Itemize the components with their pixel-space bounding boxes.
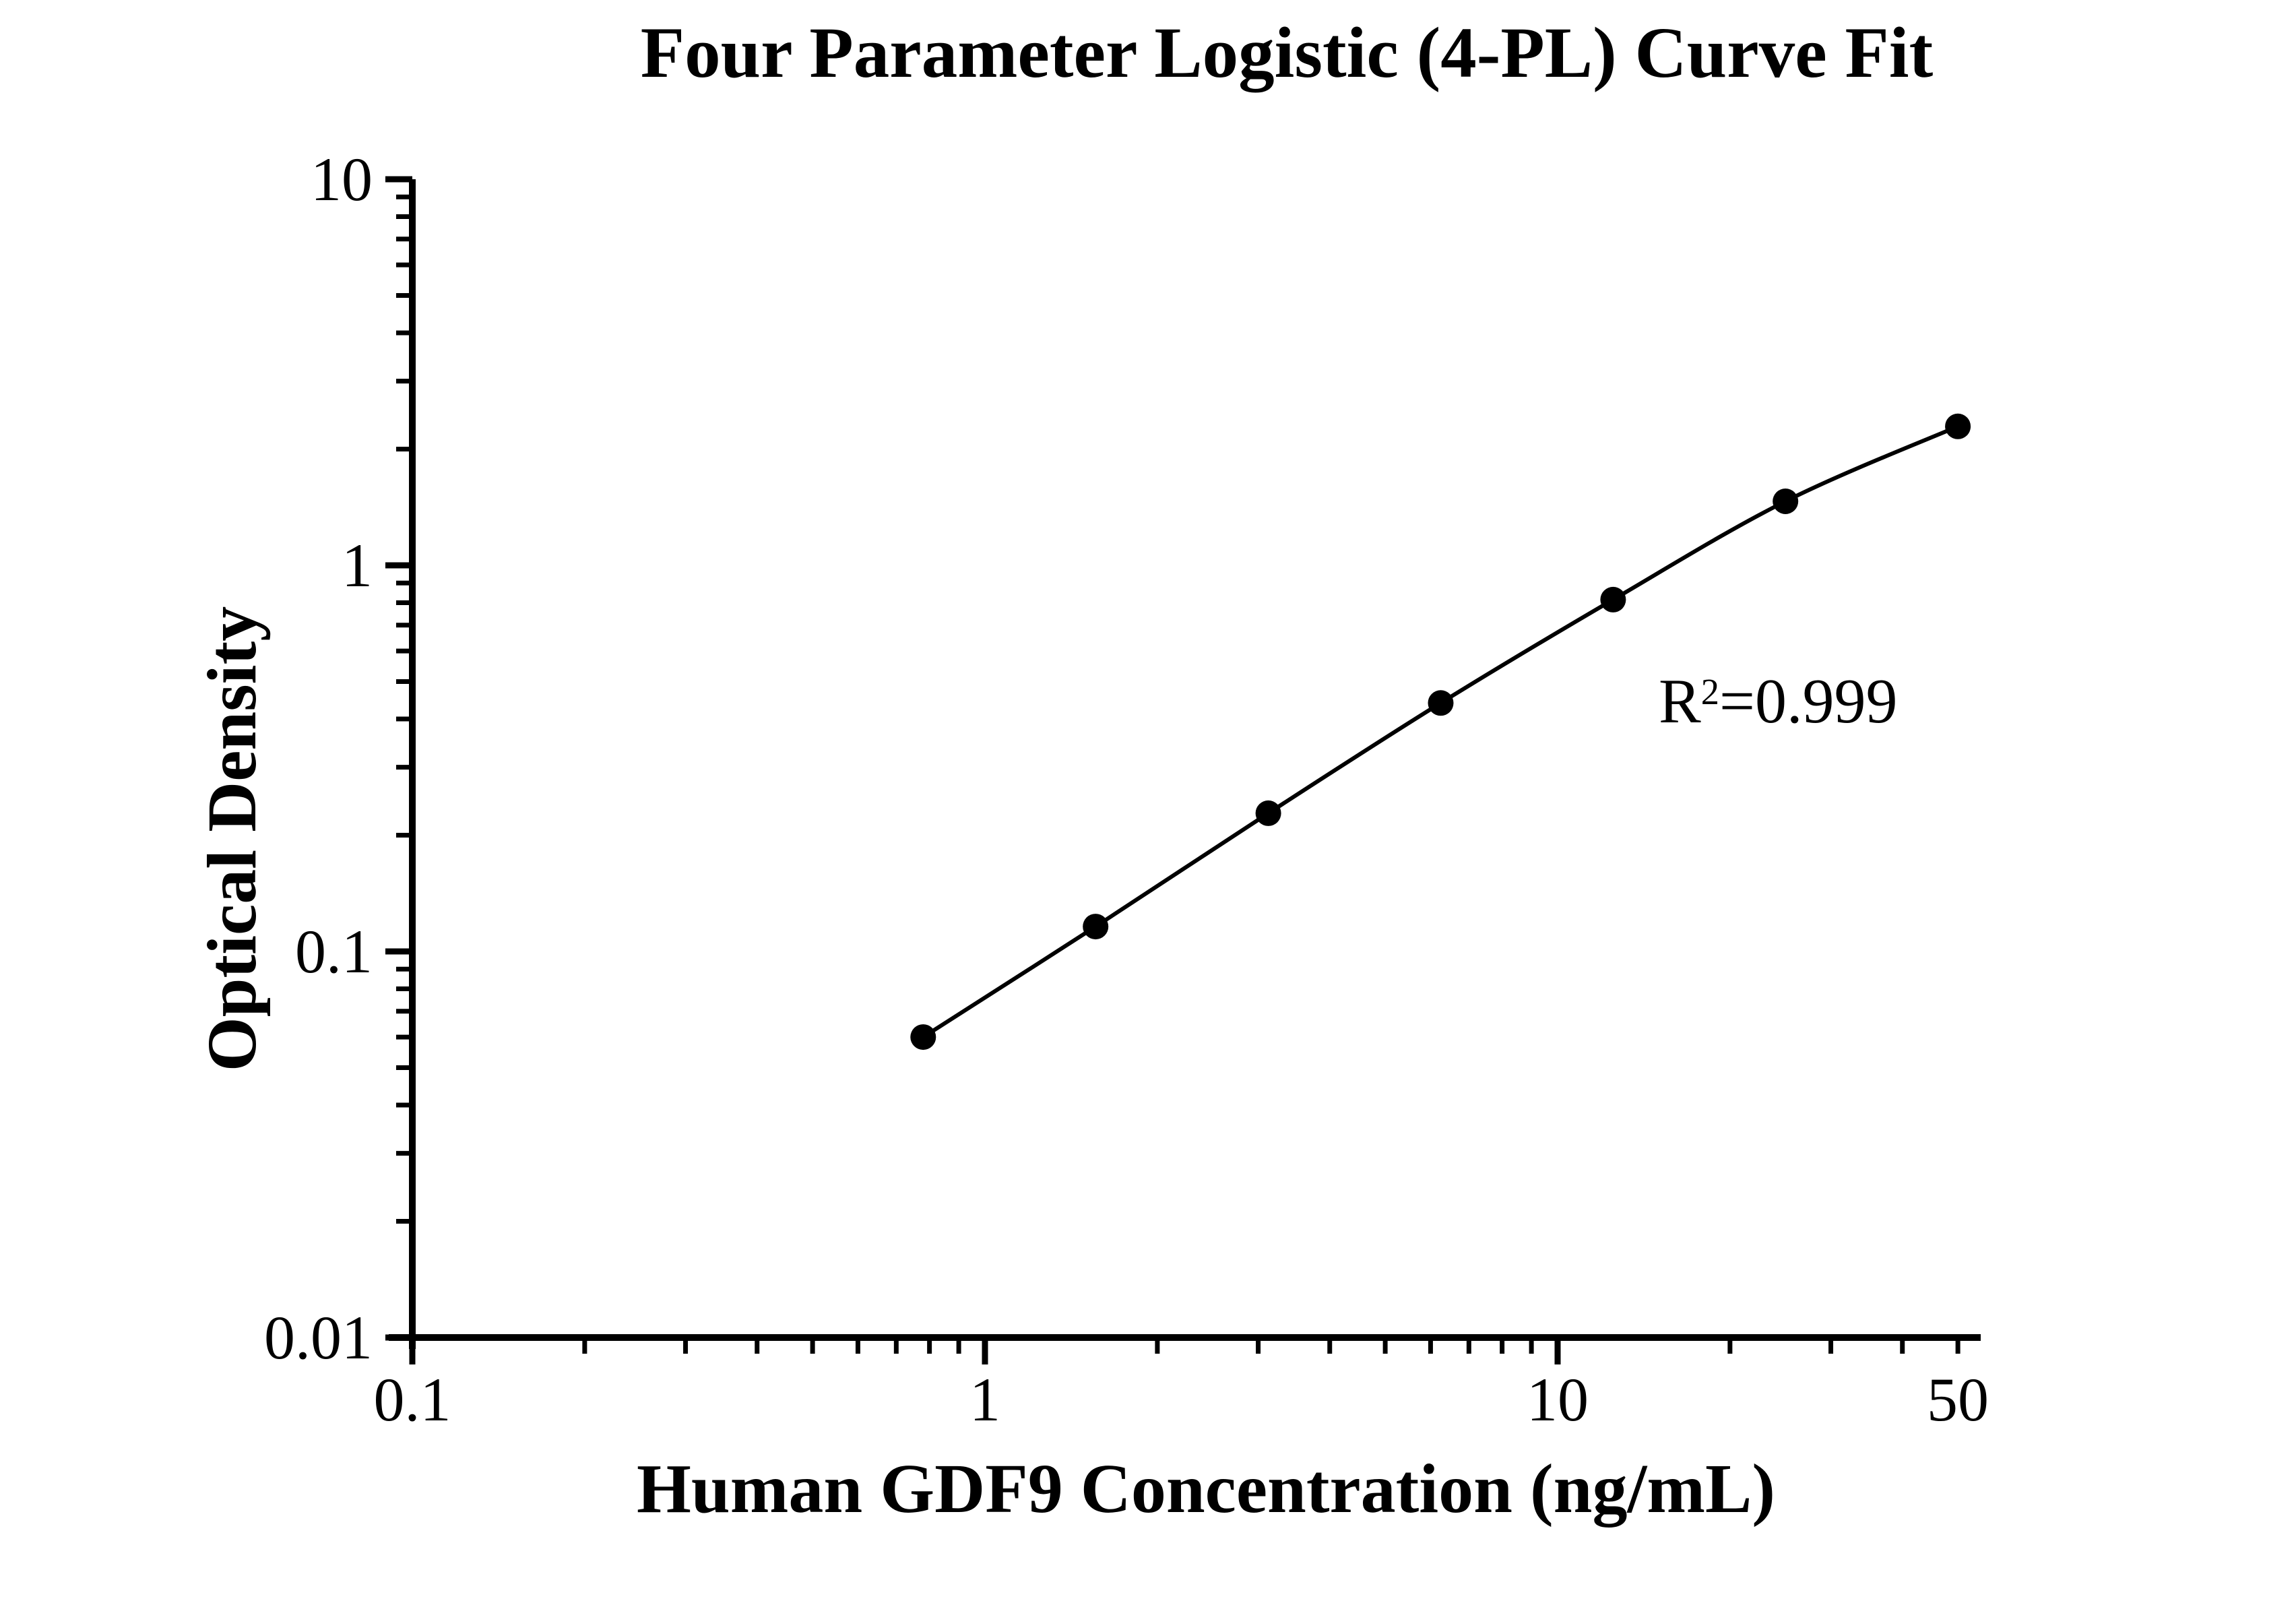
r-squared-rest: =0.999 xyxy=(1719,666,1898,736)
chart-title: Four Parameter Logistic (4-PL) Curve Fit xyxy=(640,13,1934,93)
x-tick-label: 0.1 xyxy=(373,1365,451,1434)
x-tick-label: 1 xyxy=(969,1365,1000,1434)
x-tick-label: 10 xyxy=(1527,1365,1589,1434)
data-point xyxy=(1773,489,1799,514)
r-squared-base: R xyxy=(1659,666,1701,736)
data-point xyxy=(1945,413,1971,439)
y-tick-label: 0.01 xyxy=(264,1303,373,1372)
x-tick-label: 50 xyxy=(1927,1365,1989,1434)
r-squared-sup: 2 xyxy=(1700,670,1719,712)
data-point xyxy=(910,1024,936,1050)
y-tick-label: 1 xyxy=(342,531,373,600)
axes xyxy=(389,179,1981,1349)
x-axis-title: Human GDF9 Concentration (ng/mL) xyxy=(637,1450,1775,1528)
data-point xyxy=(1083,914,1109,940)
y-tick-label: 0.1 xyxy=(295,917,373,986)
y-axis-title: Optical Density xyxy=(193,606,271,1072)
r-squared-annotation: R2=0.999 xyxy=(1659,670,1897,733)
y-ticks xyxy=(385,176,412,1341)
data-points xyxy=(910,413,1971,1050)
x-ticks xyxy=(409,1338,1960,1364)
y-tick-label: 10 xyxy=(311,145,373,214)
data-point xyxy=(1255,800,1281,826)
data-point xyxy=(1600,586,1626,612)
data-point xyxy=(1428,690,1454,716)
